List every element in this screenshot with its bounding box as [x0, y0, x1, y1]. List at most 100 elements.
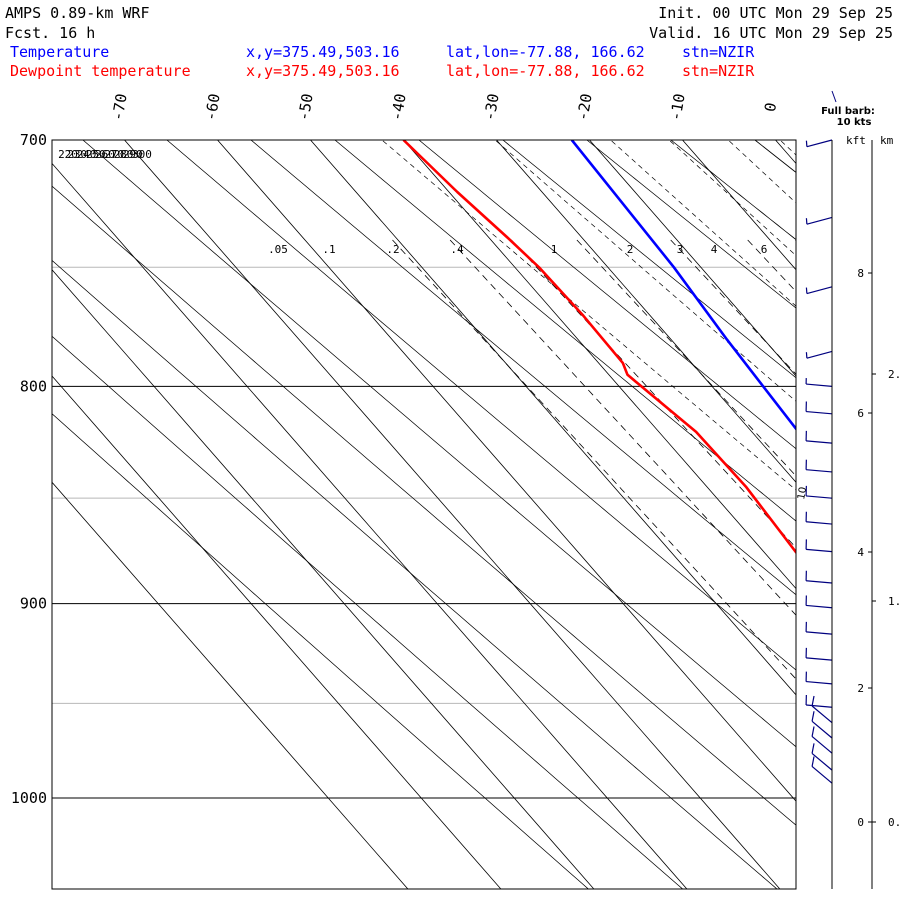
barb-legend-line2: 10 kts [837, 117, 872, 128]
mixing-ratio-label: .4 [450, 243, 464, 256]
wind-barb-staff [811, 766, 833, 784]
barb-legend-sample [831, 90, 837, 103]
wind-barb [805, 350, 833, 359]
dry-adiabat-line [52, 185, 796, 826]
moist-adiabat-line [863, 135, 900, 891]
legend-temperature-latlon: lat,lon=-77.88, 166.62 [446, 43, 645, 61]
theta-label: 270 [104, 148, 124, 161]
wind-barb-staff [811, 720, 833, 739]
wind-barb-staff [811, 752, 833, 771]
temp-tick-label: -10 [666, 92, 688, 122]
wind-barb-staff [806, 350, 833, 359]
mixing-ratio-line [392, 239, 796, 680]
km-tick-label: 0. [888, 816, 900, 829]
theta-label: 220 [58, 148, 78, 161]
wind-barb [805, 539, 833, 553]
dry-adiabat-line [52, 335, 684, 889]
temp-tick-label: -50 [294, 92, 316, 122]
dry-adiabat-line [418, 140, 796, 450]
temp-tick-label: -30 [480, 92, 502, 122]
valid-time: Valid. 16 UTC Mon 29 Sep 25 [649, 24, 893, 42]
wind-barb-flag [811, 695, 815, 707]
moist-adiabat-line [727, 140, 796, 204]
mixing-ratio-label: 3 [677, 243, 684, 256]
wind-barb [805, 511, 833, 525]
isotherm-line [52, 269, 595, 889]
isotherm-line [682, 140, 796, 271]
pressure-label-1000: 1000 [11, 789, 47, 807]
wind-barb [805, 621, 833, 635]
wind-barb-flag [811, 743, 815, 754]
isotherm-line [869, 140, 900, 889]
diagram-grid [52, 135, 900, 891]
wind-barb [805, 286, 833, 295]
kft-axis-label: kft [846, 134, 866, 147]
wind-barb [811, 695, 833, 724]
wind-barb-staff [806, 216, 833, 225]
legend-temperature-xy: x,y=375.49,503.16 [246, 43, 400, 61]
dry-adiabat-line [52, 259, 778, 889]
legend-dewpoint-name: Dewpoint temperature [10, 62, 191, 80]
mixing-ratio-line [830, 240, 900, 880]
wind-barb [805, 139, 833, 148]
isotherm-line [775, 140, 796, 165]
pressure-label-800: 800 [20, 377, 47, 395]
wind-barb-staff [806, 521, 833, 525]
dry-adiabat-line [334, 140, 796, 522]
wind-barb-staff [806, 548, 833, 553]
dry-adiabat-line [52, 413, 589, 889]
kft-tick-label: 6 [857, 407, 864, 420]
kft-tick-label: 2 [857, 682, 864, 695]
mixing-ratio-line [670, 239, 796, 375]
dewpoint-profile [402, 140, 796, 555]
wind-barb-staff [806, 440, 833, 444]
mixing-ratio-label: .05 [268, 243, 288, 256]
mixing-ratio-line [795, 239, 796, 242]
isotherm-line [310, 140, 796, 696]
wind-barb [811, 743, 833, 771]
mixing-ratio-label: .2 [386, 243, 399, 256]
theta-label: 280 [114, 148, 134, 161]
legend-temperature-stn: stn=NZIR [682, 43, 755, 61]
mixing-ratio-line [882, 240, 900, 880]
dry-adiabat-line [502, 140, 796, 379]
wind-barb-staff [806, 580, 833, 584]
isotherm-line [589, 140, 796, 377]
wind-barb [805, 647, 833, 661]
wind-barb-staff [806, 469, 833, 473]
temp-tick-label: -70 [108, 92, 130, 122]
temp-tick-label: -60 [201, 92, 223, 122]
wind-barb [805, 430, 833, 444]
wind-barb-staff [806, 139, 833, 148]
dry-adiabat-line [833, 135, 900, 891]
legend-temperature-name: Temperature [10, 43, 109, 61]
km-tick-label: 1. [888, 595, 900, 608]
mixing-ratio-label: 1 [551, 243, 558, 256]
wind-barb-staff [806, 495, 833, 499]
wind-barb [805, 694, 833, 708]
pressure-label-900: 900 [20, 595, 47, 613]
wind-barb [805, 378, 833, 387]
init-time: Init. 00 UTC Mon 29 Sep 25 [658, 4, 893, 22]
isotherm-line [52, 481, 409, 889]
theta-label: 240 [77, 148, 97, 161]
theta-label: 300 [132, 148, 152, 161]
wind-barb-staff [806, 631, 833, 635]
wind-speed-label: 10 [796, 486, 809, 500]
mixing-ratio-line [449, 239, 796, 616]
mixing-ratio-label: .1 [322, 243, 335, 256]
wind-barb [811, 711, 833, 739]
kft-tick-label: 0 [857, 816, 864, 829]
mixing-ratio-line [576, 239, 796, 477]
wind-barb [805, 401, 833, 415]
wind-barb [805, 216, 833, 225]
isotherm-line [496, 140, 796, 483]
sounding-profiles [402, 140, 796, 555]
wind-barb-staff [806, 604, 833, 609]
legend-dewpoint-stn: stn=NZIR [682, 62, 755, 80]
dry-adiabat-line [250, 140, 796, 596]
isotherm-line [217, 140, 796, 802]
temperature-profile [570, 140, 796, 431]
moist-adiabat-line [610, 140, 796, 307]
